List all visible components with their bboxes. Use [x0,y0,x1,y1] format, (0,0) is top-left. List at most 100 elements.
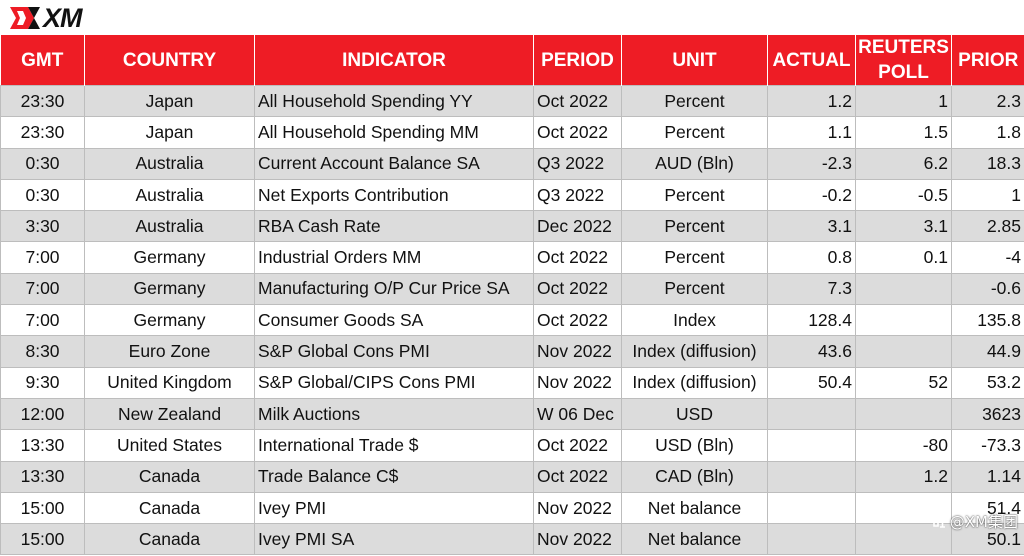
cell-poll: -0.5 [855,178,952,212]
table-row: 23:30 Japan All Household Spending YY Oct 2… [0,84,1024,118]
table-row: 9:30 United Kingdom S&P Global/CIPS Cons P… [0,366,1024,399]
cell-actual: 3.1 [767,210,856,243]
table-row: 23:30 Japan All Household Spending MM Oct 2… [0,116,1024,149]
cell-indicator: Manufacturing O/P Cur Price SA [254,272,534,306]
table-row: 8:30 Euro Zone S&P Global Cons PMI Nov 2022… [0,335,1024,368]
cell-period: Nov 2022 [533,523,622,556]
cell-prior: 18.3 [951,147,1024,180]
cell-period: Oct 2022 [533,272,622,306]
cell-unit: Percent [621,178,768,212]
cell-poll [855,304,952,337]
table-row: 15:00 Canada Ivey PMI Nov 2022 Net balance 51… [0,491,1024,525]
cell-gmt: 13:30 [0,429,85,462]
cell-unit: Index (diffusion) [621,335,768,368]
table-row: 13:30 United States International Trade $ O… [0,429,1024,462]
cell-poll: 0.1 [855,241,952,274]
cell-actual: 7.3 [767,272,856,306]
header-prior: PRIOR [951,35,1024,86]
cell-prior: -4 [951,241,1024,274]
cell-unit: CAD (Bln) [621,460,768,493]
cell-country: Australia [84,147,255,180]
cell-unit: Percent [621,241,768,274]
cell-gmt: 15:00 [0,523,85,556]
cell-indicator: Consumer Goods SA [254,304,534,337]
header-indicator: INDICATOR [254,35,534,86]
cell-indicator: Trade Balance C$ [254,460,534,493]
header-reuters-poll: REUTERS POLL [855,35,952,86]
cell-unit: Index (diffusion) [621,366,768,399]
cell-prior: 135.8 [951,304,1024,337]
cell-indicator: International Trade $ [254,429,534,462]
cell-gmt: 7:00 [0,272,85,306]
cell-poll: -80 [855,429,952,462]
cell-prior: 1.14 [951,460,1024,493]
cell-gmt: 3:30 [0,210,85,243]
cell-indicator: Current Account Balance SA [254,147,534,180]
cell-period: Oct 2022 [533,429,622,462]
cell-period: Q3 2022 [533,147,622,180]
table-row: 0:30 Australia Current Account Balance SA Q… [0,147,1024,180]
cell-country: Germany [84,272,255,306]
cell-country: New Zealand [84,397,255,431]
cell-indicator: Net Exports Contribution [254,178,534,212]
cell-gmt: 7:00 [0,304,85,337]
cell-gmt: 9:30 [0,366,85,399]
cell-indicator: All Household Spending MM [254,116,534,149]
cell-country: Canada [84,460,255,493]
xm-logo-mark-icon [10,7,40,29]
cell-actual: 128.4 [767,304,856,337]
table-row: 13:30 Canada Trade Balance C$ Oct 2022 CAD (… [0,460,1024,493]
table-row: 3:30 Australia RBA Cash Rate Dec 2022 Percen… [0,210,1024,243]
cell-actual: 1.2 [767,84,856,118]
cell-period: Q3 2022 [533,178,622,212]
cell-gmt: 8:30 [0,335,85,368]
cell-poll: 1.2 [855,460,952,493]
cell-period: Oct 2022 [533,116,622,149]
economic-calendar-table: GMT COUNTRY INDICATOR PERIOD UNIT ACTUAL… [0,35,1024,556]
watermark-text: @XM集团 [949,513,1018,531]
cell-actual: -2.3 [767,147,856,180]
cell-unit: Percent [621,116,768,149]
cell-country: Germany [84,304,255,337]
cell-period: Nov 2022 [533,491,622,525]
cell-country: Canada [84,491,255,525]
cell-gmt: 13:30 [0,460,85,493]
cell-period: Oct 2022 [533,84,622,118]
cell-unit: AUD (Bln) [621,147,768,180]
cell-unit: USD [621,397,768,431]
cell-country: Australia [84,210,255,243]
watermark: @XM集团 [931,511,1018,532]
header-period: PERIOD [533,35,622,86]
cell-indicator: Ivey PMI SA [254,523,534,556]
table-row: 7:00 Germany Consumer Goods SA Oct 2022 Inde… [0,304,1024,337]
header-country: COUNTRY [84,35,255,86]
cell-gmt: 23:30 [0,116,85,149]
cell-poll [855,397,952,431]
cell-actual: 50.4 [767,366,856,399]
cell-unit: Percent [621,210,768,243]
cell-country: Japan [84,84,255,118]
cell-prior: 44.9 [951,335,1024,368]
cell-period: W 06 Dec [533,397,622,431]
cell-prior: 2.3 [951,84,1024,118]
cell-actual: -0.2 [767,178,856,212]
cell-period: Oct 2022 [533,241,622,274]
cell-prior: -0.6 [951,272,1024,306]
header-actual: ACTUAL [767,35,856,86]
cell-country: United Kingdom [84,366,255,399]
cell-gmt: 12:00 [0,397,85,431]
cell-indicator: Industrial Orders MM [254,241,534,274]
cell-unit: Percent [621,84,768,118]
cell-prior: 1 [951,178,1024,212]
cell-poll: 1 [855,84,952,118]
cell-gmt: 0:30 [0,178,85,212]
zhihu-icon [932,516,945,528]
cell-poll: 6.2 [855,147,952,180]
cell-poll [855,523,952,556]
cell-poll: 3.1 [855,210,952,243]
cell-country: Australia [84,178,255,212]
cell-poll [855,272,952,306]
cell-period: Oct 2022 [533,460,622,493]
cell-actual [767,397,856,431]
